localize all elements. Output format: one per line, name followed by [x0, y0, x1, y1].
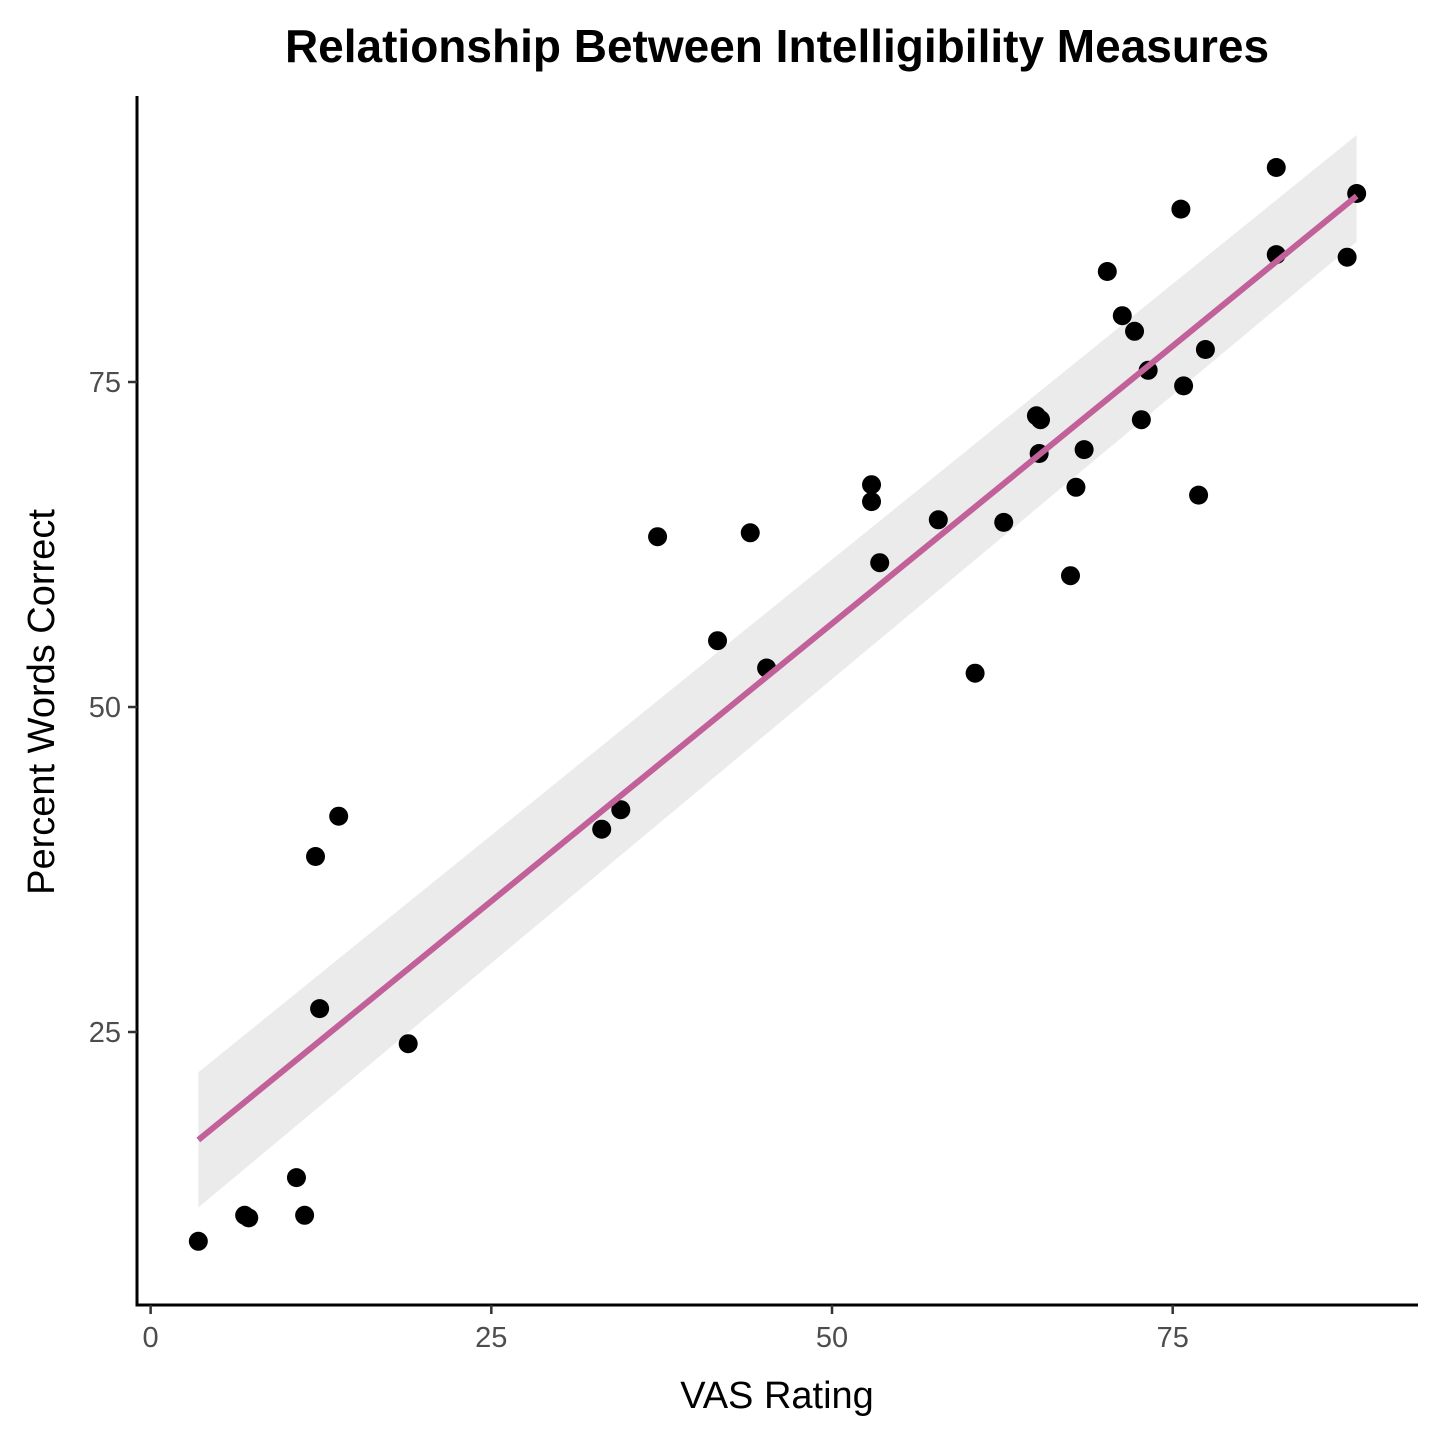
data-point	[965, 663, 985, 683]
data-point	[740, 523, 760, 543]
data-point	[398, 1034, 418, 1054]
data-point	[1266, 158, 1286, 177]
y-tick-label: 50	[89, 692, 121, 724]
data-point	[1189, 485, 1209, 505]
data-point	[329, 806, 349, 826]
data-point	[310, 999, 330, 1019]
data-point	[1060, 566, 1080, 586]
data-point	[1131, 410, 1151, 430]
data-point	[862, 475, 882, 495]
data-point	[1171, 199, 1191, 219]
data-point	[708, 631, 728, 651]
data-point	[592, 819, 612, 839]
data-point	[306, 847, 326, 866]
data-point	[239, 1208, 259, 1228]
data-point	[648, 527, 668, 547]
regression-line	[196, 193, 1359, 1143]
data-point	[870, 553, 890, 573]
x-tick-label: 50	[816, 1322, 848, 1354]
data-point	[1074, 440, 1094, 460]
data-point	[928, 510, 948, 530]
data-point	[1337, 247, 1357, 267]
data-point	[1031, 410, 1051, 430]
data-point	[286, 1168, 306, 1188]
plot-area	[188, 135, 1367, 1251]
data-point	[295, 1205, 315, 1225]
x-axis-title: VAS Rating	[680, 1375, 874, 1417]
y-tick-label: 75	[89, 367, 121, 399]
data-point	[862, 492, 882, 512]
x-tick-label: 0	[143, 1322, 159, 1354]
x-tick-label: 25	[475, 1322, 507, 1354]
data-point	[1112, 306, 1132, 326]
data-point	[1097, 262, 1117, 281]
x-tick-label: 75	[1157, 1322, 1189, 1354]
axes: 0 25 50 75 25 50 75	[89, 96, 1418, 1354]
data-point	[1174, 376, 1194, 396]
data-point	[994, 512, 1014, 532]
y-axis-title: Percent Words Correct	[21, 509, 63, 895]
data-point	[1066, 477, 1086, 497]
data-point	[611, 800, 631, 820]
chart-title: Relationship Between Intelligibility Mea…	[285, 20, 1269, 72]
data-point	[1195, 340, 1215, 359]
data-point	[188, 1231, 208, 1251]
data-point	[1125, 321, 1145, 341]
y-tick-label: 25	[89, 1017, 121, 1049]
